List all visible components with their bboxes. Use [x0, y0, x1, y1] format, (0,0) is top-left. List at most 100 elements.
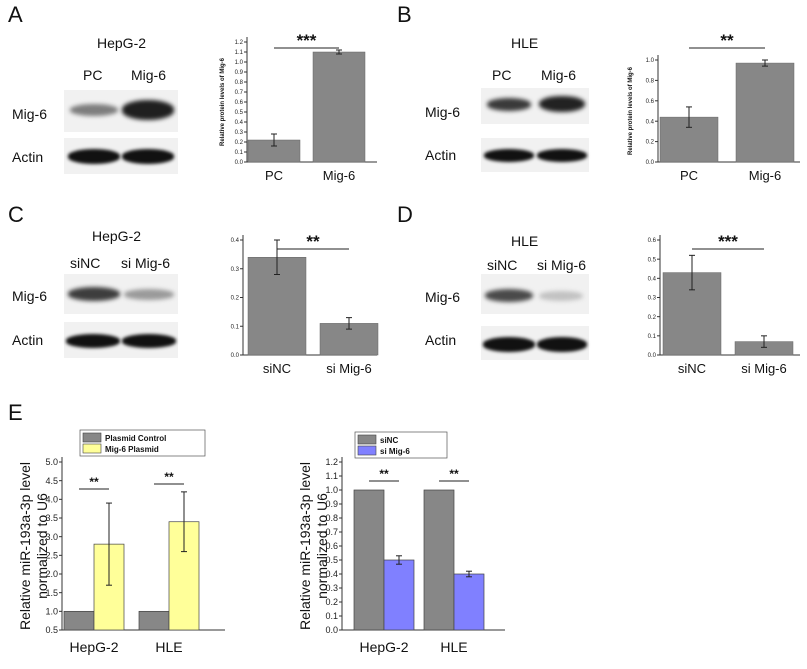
bar	[383, 559, 415, 631]
bar-chart-c: 0.0 0.1 0.2 0.3 0.4 siNC si Mig-6 **	[231, 232, 379, 376]
y-tick-label: 4.5	[45, 476, 58, 486]
blot-band	[484, 149, 534, 162]
bar-chart-e-plasmid: 0.5 1.0 1.5 2.0 2.5 3.0 3.5 4.0 4.5 5.0 Relative m…	[17, 429, 225, 655]
lane-label: PC	[83, 67, 103, 83]
lane-label: PC	[492, 67, 512, 83]
x-tick-label: HLE	[440, 639, 467, 655]
y-tick-label: 0.3	[235, 130, 244, 136]
bar	[423, 489, 455, 631]
y-tick-label: 0.9	[235, 70, 244, 76]
lane-label: siNC	[70, 255, 101, 271]
y-tick-label: 0.6	[648, 238, 657, 244]
significance-marker: **	[379, 467, 389, 481]
y-tick-label: 1.1	[325, 471, 338, 481]
y-tick-label: 0.8	[235, 80, 244, 86]
row-label: Actin	[425, 332, 457, 348]
bar	[453, 573, 485, 631]
y-tick-label: 0.2	[646, 140, 655, 146]
y-tick-label: 0.2	[325, 597, 338, 607]
cell-line-label: HLE	[511, 233, 539, 249]
cell-line-label: HLE	[511, 35, 539, 51]
significance-marker: ***	[297, 31, 317, 50]
western-blot-mig6	[64, 90, 178, 132]
y-tick-label: 1.0	[235, 60, 244, 66]
panel-label-d: D	[397, 202, 413, 227]
y-tick-label: 1.0	[45, 606, 58, 616]
x-tick-label: si Mig-6	[741, 361, 787, 376]
y-axis-label: normalized to U6	[314, 493, 330, 599]
y-axis-label: Relative miR-193a-3p level	[17, 462, 33, 630]
blot-band	[68, 149, 120, 164]
legend-label: Mig-6 Plasmid	[105, 445, 159, 454]
blot-band	[66, 334, 120, 348]
significance-marker: ***	[718, 232, 738, 251]
y-tick-label: 3.0	[45, 532, 58, 542]
y-tick-label: 0.7	[235, 90, 244, 96]
blot-band	[539, 96, 585, 112]
y-tick-label: 0.4	[646, 119, 655, 125]
y-tick-label: 2.5	[45, 550, 58, 560]
western-blot-actin	[64, 138, 178, 174]
x-tick-label: siNC	[263, 361, 291, 376]
row-label: Actin	[12, 332, 44, 348]
legend-swatch	[357, 434, 377, 445]
blot-band	[537, 337, 587, 352]
y-tick-label: 1.0	[646, 58, 655, 64]
y-tick-label: 0.0	[325, 625, 338, 635]
x-tick-label: Mig-6	[749, 168, 782, 183]
y-tick-label: 0.5	[325, 555, 338, 565]
y-tick-label: 0.7	[325, 527, 338, 537]
y-tick-label: 0.0	[231, 353, 240, 359]
legend-label: siNC	[380, 436, 398, 445]
y-tick-label: 0.1	[235, 150, 244, 156]
y-axis-label: Relative protein levels of Mig-6	[220, 57, 226, 146]
y-axis-label: Relative miR-193a-3p level	[297, 462, 313, 630]
y-tick-label: 0.2	[235, 140, 244, 146]
legend-label: Plasmid Control	[105, 434, 166, 443]
significance-marker: **	[164, 470, 174, 484]
y-tick-label: 0.3	[325, 583, 338, 593]
row-label: Mig-6	[12, 106, 48, 122]
y-tick-label: 0.4	[235, 120, 244, 126]
blot-band	[122, 100, 174, 120]
y-tick-label: 0.0	[648, 353, 657, 359]
panel-label-e: E	[8, 400, 23, 425]
significance-marker: **	[720, 31, 734, 50]
y-tick-label: 0.4	[231, 238, 240, 244]
y-tick-label: 0.8	[325, 513, 338, 523]
lane-label: siNC	[487, 257, 518, 273]
western-blot-mig6	[481, 88, 589, 124]
y-tick-label: 0.8	[646, 79, 655, 85]
legend-swatch	[82, 443, 102, 454]
x-tick-label: si Mig-6	[326, 361, 372, 376]
bar-chart-b: 0.0 0.2 0.4 0.6 0.8 1.0 Relative protein level…	[628, 31, 800, 183]
y-tick-label: 4.0	[45, 494, 58, 504]
legend-swatch	[357, 445, 377, 456]
y-axis-label: Relative protein levels of Mig-6	[628, 66, 634, 155]
row-label: Mig-6	[12, 288, 48, 304]
western-blot-mig6	[64, 274, 178, 314]
y-tick-label: 0.1	[325, 611, 338, 621]
y-tick-label: 0.6	[235, 100, 244, 106]
legend-label: si Mig-6	[380, 447, 410, 456]
y-tick-label: 3.5	[45, 513, 58, 523]
row-label: Mig-6	[425, 104, 461, 120]
x-tick-label: PC	[680, 168, 698, 183]
y-tick-label: 0.1	[648, 334, 657, 340]
blot-band	[68, 287, 120, 301]
x-tick-label: PC	[265, 168, 283, 183]
y-tick-label: 1.0	[325, 485, 338, 495]
lane-label: Mig-6	[541, 67, 577, 83]
y-tick-label: 0.2	[231, 296, 240, 302]
panel-label-b: B	[397, 2, 412, 27]
y-tick-label: 0.6	[325, 541, 338, 551]
significance-marker: **	[306, 232, 320, 251]
bar-chart-a: 0.0 0.1 0.2 0.3 0.4 0.5 0.6 0.7 0.8 0.9 1.0 1.1 1.2 R…	[220, 31, 377, 183]
y-tick-label: 0.2	[648, 315, 657, 321]
y-tick-label: 0.4	[325, 569, 338, 579]
bar-chart-d: 0.0 0.1 0.2 0.3 0.4 0.5 0.6 siNC si Mig-6 ***	[648, 232, 800, 376]
blot-band	[122, 149, 174, 164]
y-tick-label: 0.3	[231, 267, 240, 273]
western-blot-actin	[481, 138, 589, 172]
blot-band	[124, 289, 174, 300]
